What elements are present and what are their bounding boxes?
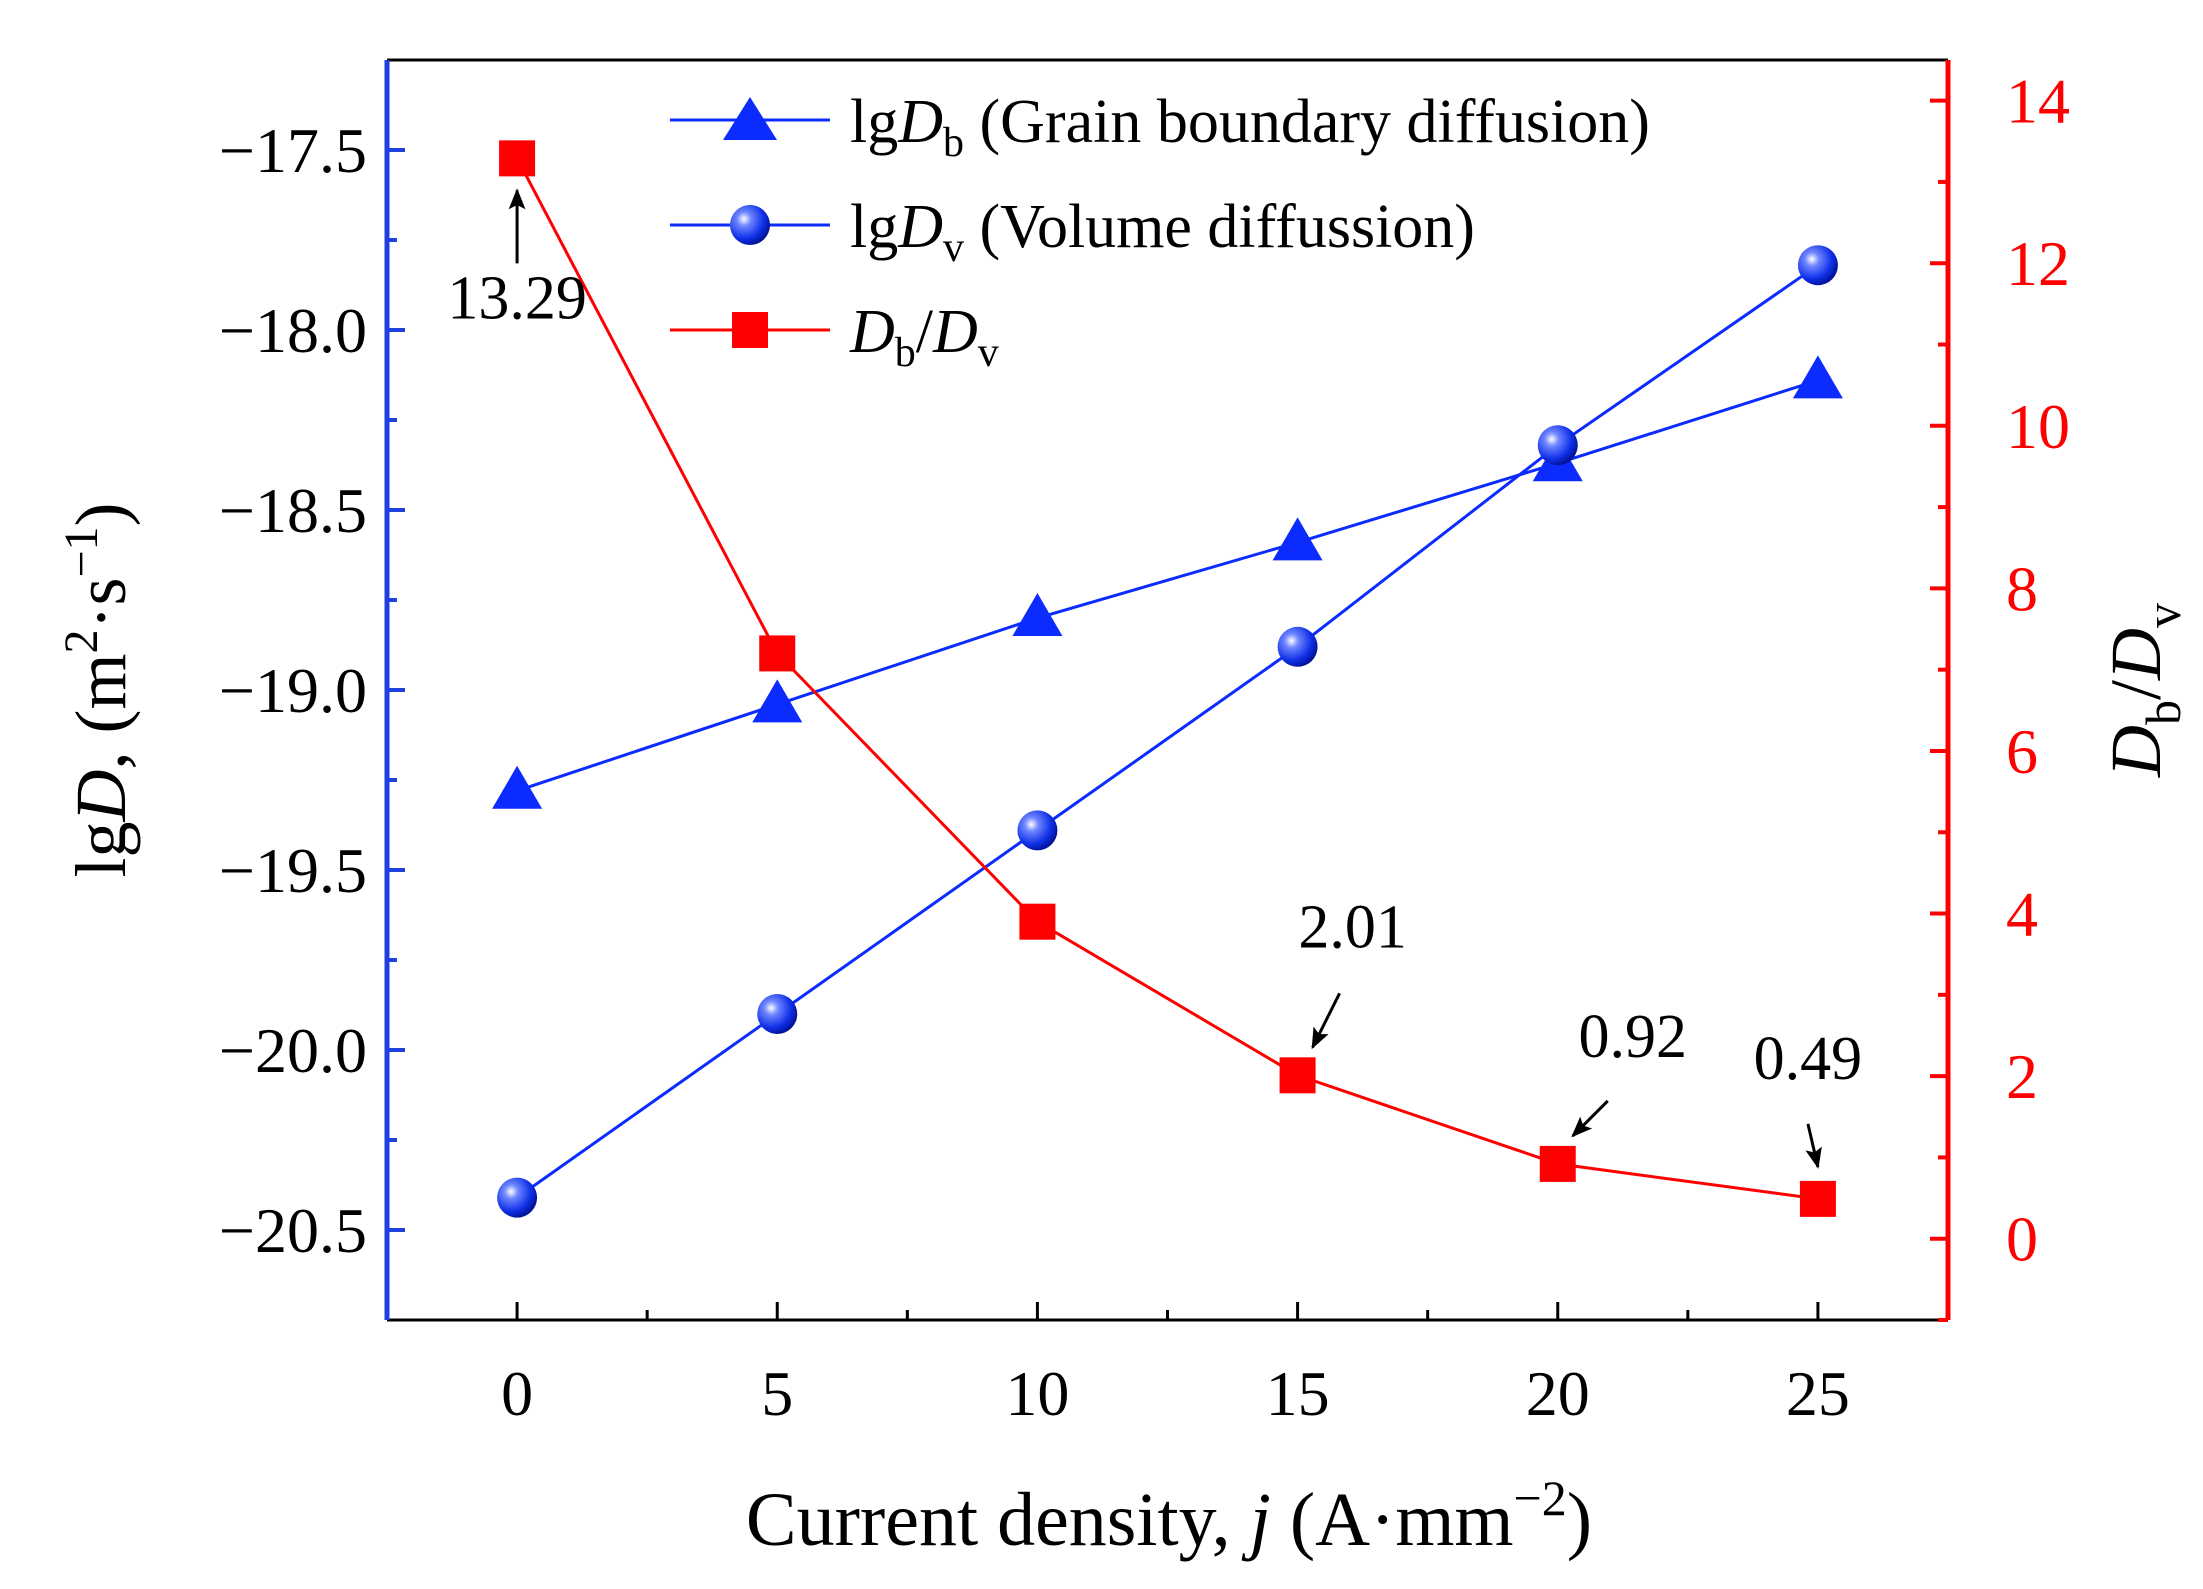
tick-marks — [387, 98, 1948, 1322]
right-y-tick-label: 8 — [2006, 553, 2038, 624]
right-y-title-sub2: v — [2135, 603, 2191, 628]
left-y-title-close: ) — [61, 502, 141, 526]
right-y-tick-label: 14 — [2006, 66, 2070, 137]
x-axis-title-unit: (A·mm — [1271, 1478, 1514, 1562]
legend-item-grain-boundary: lgDb (Grain boundary diffusion) — [670, 88, 1650, 166]
x-tick-label: 5 — [761, 1358, 793, 1429]
left-y-title-mid: ·s — [61, 578, 141, 630]
x-axis-title-main: Current density, — [746, 1478, 1250, 1562]
right-y-tick-label: 6 — [2006, 716, 2038, 787]
series-line-volume — [516, 263, 1819, 1199]
left-y-title-exp1: 2 — [55, 630, 108, 654]
legend-label-ratio: Db/Dv — [849, 298, 999, 376]
legend-label-vol-pre: lg — [850, 193, 898, 261]
right-y-title-sub1: b — [2135, 700, 2191, 725]
series-layer — [492, 140, 1843, 1218]
legend: lgDb (Grain boundary diffusion) lgDv (Vo… — [670, 88, 1650, 376]
legend-label-ratio-sub1: b — [895, 330, 916, 376]
left-y-tick-label: −20.5 — [219, 1195, 367, 1266]
square-point — [1019, 903, 1056, 940]
legend-label-ratio-var1: D — [849, 298, 895, 366]
x-tick-label: 20 — [1526, 1358, 1590, 1429]
left-y-title-exp2: −1 — [55, 526, 108, 577]
triangle-point — [492, 765, 543, 809]
legend-square-marker — [732, 312, 768, 348]
square-point — [1279, 1057, 1316, 1094]
legend-label-ratio-sub2: v — [978, 330, 999, 376]
tick-labels: 0 5 10 15 20 25−17.5−18.0−18.5−19.0−19.5−20.0… — [219, 66, 2070, 1429]
legend-sphere-marker — [730, 205, 770, 245]
annotation-label: 2.01 — [1298, 893, 1407, 961]
left-y-tick-label: −17.5 — [219, 115, 367, 186]
sphere-point — [1797, 245, 1838, 286]
square-point — [1799, 1180, 1836, 1217]
legend-label-vol-var: D — [897, 193, 943, 261]
triangle-point — [1272, 517, 1323, 561]
right-y-axis-title: Db/Dv — [2096, 603, 2191, 778]
square-point — [499, 140, 536, 177]
left-y-tick-label: −19.0 — [219, 655, 367, 726]
sphere-point — [1537, 425, 1578, 466]
sphere-point — [497, 1177, 538, 1218]
x-tick-label: 15 — [1266, 1358, 1330, 1429]
legend-label-volume: lgDv (Volume diffussion) — [850, 193, 1475, 271]
right-y-tick-label: 2 — [2006, 1041, 2038, 1112]
left-y-tick-label: −20.0 — [219, 1015, 367, 1086]
x-axis-title-close: ) — [1567, 1478, 1592, 1562]
right-y-tick-label: 10 — [2006, 391, 2070, 462]
legend-label-gb-post: (Grain boundary diffusion) — [964, 88, 1650, 156]
legend-triangle-marker — [723, 97, 777, 140]
annotation-label: 0.92 — [1579, 1003, 1688, 1071]
right-y-title-slash: / — [2096, 680, 2176, 700]
series-line-ratio — [515, 157, 1819, 1201]
annotation-label: 0.49 — [1754, 1025, 1863, 1093]
right-y-title-var1: D — [2096, 725, 2176, 778]
legend-item-ratio: Db/Dv — [670, 298, 999, 376]
left-y-axis-title: lgD, (m2·s−1) — [55, 502, 141, 877]
legend-label-gb-sub: b — [943, 120, 964, 166]
legend-label-ratio-slash: / — [916, 298, 934, 366]
annotation-arrow — [1571, 1099, 1609, 1138]
legend-item-volume: lgDv (Volume diffussion) — [670, 193, 1475, 271]
legend-label-ratio-var2: D — [932, 298, 978, 366]
sphere-point — [1277, 626, 1318, 667]
left-y-tick-label: −18.5 — [219, 475, 367, 546]
left-y-tick-label: −18.0 — [219, 295, 367, 366]
x-tick-label: 10 — [1005, 1358, 1069, 1429]
triangle-point — [752, 679, 803, 723]
series-line-grain-boundary — [516, 378, 1819, 793]
left-y-title-unit: , (m — [61, 654, 141, 770]
legend-label-vol-post: (Volume diffussion) — [964, 193, 1475, 261]
sphere-point — [1017, 810, 1058, 851]
legend-label-grain-boundary: lgDb (Grain boundary diffusion) — [850, 88, 1650, 166]
right-y-tick-label: 0 — [2006, 1204, 2038, 1275]
x-tick-label: 0 — [501, 1358, 533, 1429]
left-y-title-var: D — [61, 770, 141, 823]
left-y-title-pre: lg — [61, 822, 141, 878]
square-point — [1539, 1145, 1576, 1182]
triangle-point — [1012, 593, 1063, 636]
left-y-tick-label: −19.5 — [219, 835, 367, 906]
right-y-title-var2: D — [2096, 628, 2176, 681]
annotation-arrow — [1311, 992, 1341, 1050]
x-axis-title-exp: −2 — [1514, 1470, 1567, 1526]
x-tick-label: 25 — [1786, 1358, 1850, 1429]
right-y-tick-label: 4 — [2006, 879, 2038, 950]
legend-label-gb-var: D — [897, 88, 943, 156]
x-axis-title: Current density, j (A·mm−2) — [746, 1470, 1592, 1562]
triangle-point — [1792, 355, 1843, 399]
annotation-arrow — [1805, 1123, 1822, 1169]
legend-label-vol-sub: v — [943, 225, 964, 271]
legend-label-gb-pre: lg — [850, 88, 898, 156]
annotation-label: 13.29 — [447, 264, 587, 332]
right-y-tick-label: 12 — [2006, 228, 2070, 299]
square-point — [759, 635, 796, 672]
annotation-layer: 13.29 2.01 0.92 0.49 — [447, 188, 1863, 1169]
sphere-point — [757, 994, 798, 1034]
